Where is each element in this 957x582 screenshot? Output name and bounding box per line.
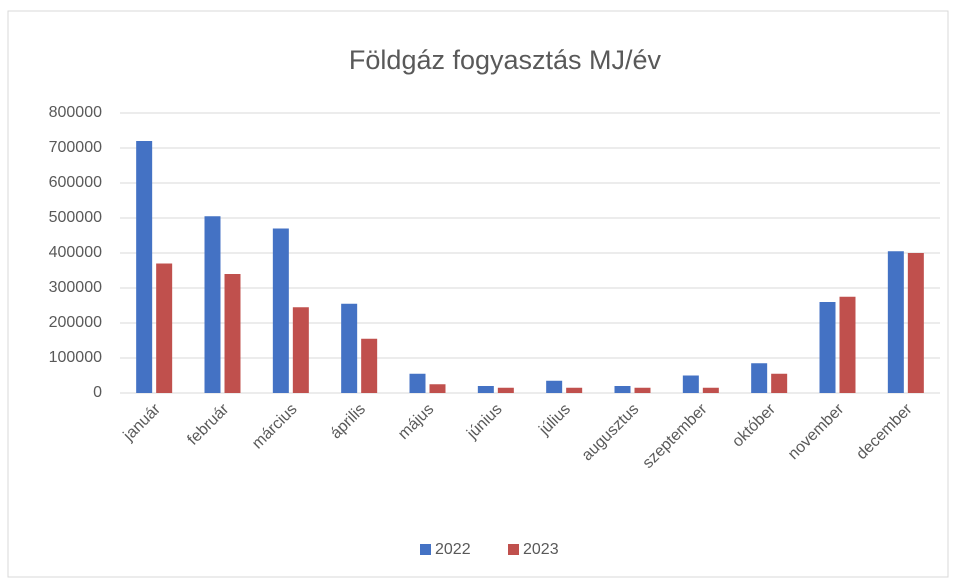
chart-title: Földgáz fogyasztás MJ/év (349, 45, 662, 75)
bar (477, 386, 494, 393)
bar (361, 338, 378, 393)
bar (682, 375, 699, 393)
bar (566, 387, 583, 393)
legend-label: 2022 (435, 541, 471, 558)
bar (204, 216, 221, 393)
bar (907, 253, 924, 393)
bar (614, 386, 631, 393)
y-tick-label: 0 (93, 384, 102, 401)
y-tick-label: 200000 (49, 314, 102, 331)
bar (634, 387, 651, 393)
legend-swatch (420, 544, 431, 555)
bar (887, 251, 904, 393)
y-tick-label: 300000 (49, 279, 102, 296)
y-tick-label: 500000 (49, 209, 102, 226)
bar (839, 296, 856, 393)
bar (341, 303, 358, 393)
y-tick-label: 100000 (49, 349, 102, 366)
y-tick-label: 800000 (49, 104, 102, 121)
bar (156, 263, 173, 393)
legend-swatch (508, 544, 519, 555)
y-tick-label: 400000 (49, 244, 102, 261)
bar (771, 373, 788, 393)
bar (546, 380, 563, 393)
bar (819, 302, 836, 393)
bar (409, 373, 426, 393)
bar (136, 141, 153, 393)
bar (702, 387, 719, 393)
y-tick-label: 700000 (49, 139, 102, 156)
bar (292, 307, 309, 393)
bar (429, 384, 446, 393)
bar (497, 387, 514, 393)
bar (224, 274, 241, 393)
bar (751, 363, 768, 393)
legend-label: 2023 (523, 541, 559, 558)
bar (272, 228, 289, 393)
y-tick-label: 600000 (49, 174, 102, 191)
